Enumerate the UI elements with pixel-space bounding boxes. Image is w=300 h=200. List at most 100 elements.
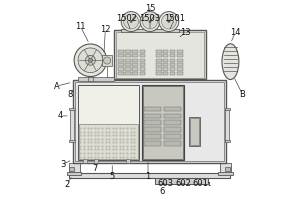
Text: 4: 4 (58, 111, 63, 120)
Text: 13: 13 (180, 28, 191, 37)
Bar (177, 67, 183, 71)
Bar (140, 63, 145, 66)
Bar (163, 67, 169, 71)
Bar (77, 85, 139, 160)
Circle shape (149, 20, 151, 23)
Text: 14: 14 (230, 28, 241, 37)
Circle shape (88, 58, 92, 62)
Bar (116, 32, 204, 78)
Bar (144, 114, 161, 118)
Bar (118, 67, 124, 71)
Bar (118, 63, 124, 66)
Bar (121, 29, 179, 32)
Circle shape (142, 14, 158, 29)
Circle shape (103, 57, 111, 64)
Bar (140, 59, 145, 62)
Bar (70, 110, 74, 141)
Text: 603: 603 (157, 179, 173, 188)
Bar (140, 54, 145, 57)
Bar (163, 63, 169, 66)
Bar (156, 59, 161, 62)
Bar (69, 173, 230, 178)
Bar (69, 140, 74, 142)
Bar (125, 50, 131, 53)
Bar (156, 50, 161, 53)
Bar (163, 72, 169, 75)
Text: 3: 3 (60, 160, 65, 169)
Text: 2: 2 (64, 180, 69, 189)
Bar (79, 124, 138, 159)
Circle shape (168, 20, 170, 23)
Bar (170, 63, 176, 66)
Bar (118, 50, 124, 53)
Bar (156, 54, 161, 57)
Bar (156, 72, 161, 75)
Bar (144, 134, 161, 139)
Bar (144, 141, 161, 146)
Bar (163, 54, 169, 57)
Bar (163, 50, 169, 53)
Bar (125, 72, 131, 75)
Text: 1: 1 (146, 172, 151, 181)
Bar (118, 72, 124, 75)
Bar (102, 55, 112, 66)
Bar (125, 59, 131, 62)
Bar (132, 63, 138, 66)
Text: 5: 5 (110, 172, 115, 181)
Bar (69, 108, 74, 110)
Bar (226, 110, 230, 141)
Bar (77, 77, 114, 81)
Bar (177, 63, 183, 66)
Circle shape (130, 20, 132, 23)
Bar (155, 178, 208, 184)
Circle shape (161, 14, 176, 29)
Bar (126, 159, 130, 163)
Bar (170, 72, 176, 75)
Bar (156, 63, 161, 66)
Bar (83, 159, 87, 163)
Circle shape (140, 12, 160, 31)
Text: 7: 7 (93, 164, 98, 173)
Bar (164, 107, 181, 111)
Bar (177, 50, 183, 53)
Bar (164, 120, 181, 125)
Bar (140, 67, 145, 71)
Bar (73, 80, 226, 163)
Bar (143, 86, 183, 159)
Ellipse shape (222, 44, 239, 80)
Text: 1502: 1502 (116, 14, 137, 23)
Text: A: A (54, 82, 59, 91)
Text: 12: 12 (100, 25, 111, 34)
Bar (218, 172, 233, 175)
Bar (164, 134, 181, 139)
Bar (125, 54, 131, 57)
Bar (132, 59, 138, 62)
Bar (170, 59, 176, 62)
Bar (140, 50, 145, 53)
Bar (144, 120, 161, 125)
Bar (190, 118, 199, 145)
Bar (118, 54, 124, 57)
Bar (156, 67, 161, 71)
Circle shape (159, 12, 179, 31)
Bar (94, 159, 98, 163)
Text: 8: 8 (67, 90, 72, 99)
Circle shape (121, 12, 141, 31)
Bar (132, 50, 138, 53)
Bar (225, 108, 230, 110)
Bar (170, 50, 176, 53)
Bar (177, 54, 183, 57)
Bar (189, 117, 200, 146)
Bar (164, 114, 181, 118)
Bar (220, 163, 231, 173)
Bar (226, 167, 230, 171)
Bar (125, 63, 131, 66)
Circle shape (74, 44, 107, 77)
Bar (132, 72, 138, 75)
Text: 1501: 1501 (164, 14, 185, 23)
Circle shape (85, 55, 95, 65)
Text: 1503: 1503 (140, 14, 160, 23)
Bar (132, 67, 138, 71)
Bar (75, 82, 224, 161)
Text: B: B (239, 90, 245, 99)
